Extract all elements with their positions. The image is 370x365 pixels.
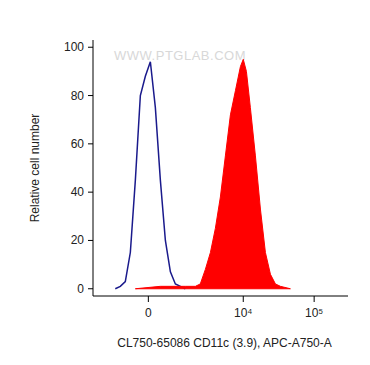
line [115, 62, 185, 289]
y-tick-label: 20 [71, 233, 85, 247]
y-tick [88, 240, 93, 241]
y-tick [88, 288, 93, 289]
y-tick-label: 0 [77, 282, 84, 296]
x-axis [93, 296, 348, 297]
x-tick [314, 296, 315, 302]
y-tick-label: 60 [71, 137, 85, 151]
plot-area [115, 59, 290, 288]
y-tick-label: 100 [64, 40, 84, 54]
y-tick-label: 40 [71, 185, 85, 199]
y-tick [88, 95, 93, 96]
y-tick-label: 80 [71, 89, 85, 103]
x-tick [148, 296, 149, 302]
y-axis-label: Relative cell number [28, 114, 42, 223]
watermark: WWW.PTGLAB.COM [114, 48, 246, 63]
x-tick-label: 10⁵ [305, 306, 323, 320]
x-tick-label: 0 [145, 306, 152, 320]
chart: WWW.PTGLAB.COM 0 20 40 60 80 100 0 10⁴ 10⁵ CL750-6… [0, 0, 370, 365]
y-tick [88, 192, 93, 193]
y-tick [88, 143, 93, 144]
y-tick [88, 47, 93, 48]
x-tick-label: 10⁴ [234, 306, 253, 320]
x-tick [243, 296, 244, 302]
x-axis-label: CL750-65086 CD11c (3.9), APC-A750-A [117, 336, 332, 350]
y-axis [93, 40, 94, 296]
area [135, 59, 290, 288]
